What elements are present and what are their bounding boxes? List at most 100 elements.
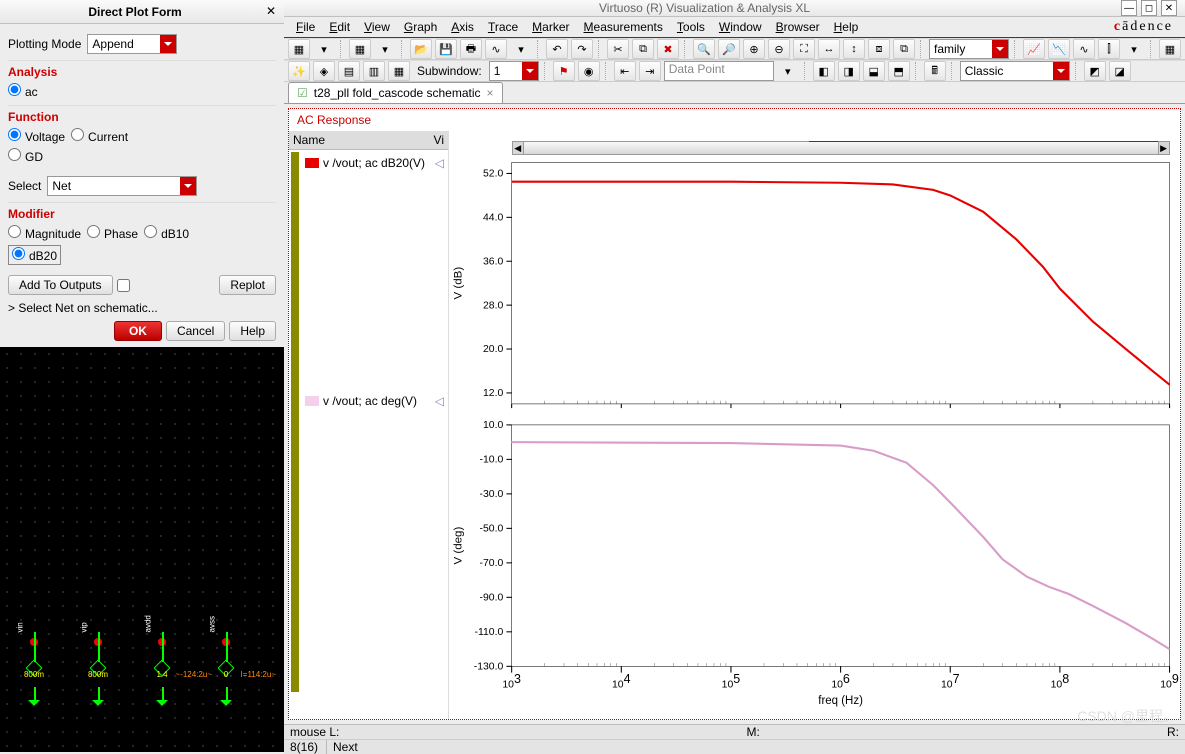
dropdown-icon[interactable]: ▾ [374,39,396,59]
close-icon[interactable]: ✕ [1161,0,1177,16]
tool-icon[interactable]: ⧈ [868,39,890,59]
tool-icon[interactable]: ◉ [578,61,600,81]
add-to-outputs-button[interactable]: Add To Outputs [8,275,113,295]
plotting-mode-select[interactable]: Append [87,34,177,54]
zoom-y-icon[interactable]: ↕ [843,39,865,59]
menu-measurements[interactable]: Measurements [578,18,669,36]
schematic-component[interactable]: avss0I=114:2u~ [206,632,246,712]
tab-close-icon[interactable]: × [487,86,494,100]
grid-icon[interactable]: ▦ [1159,39,1181,59]
select-net-select[interactable]: Net [47,176,197,196]
menu-graph[interactable]: Graph [398,18,443,36]
cancel-button[interactable]: Cancel [166,321,225,341]
fit-icon[interactable]: ⛶ [793,39,815,59]
legend-col-vi: Vi [434,133,444,147]
tool-icon[interactable]: ◩ [1084,61,1106,81]
tool-icon[interactable]: ▦ [349,39,371,59]
menu-help[interactable]: Help [828,18,865,36]
tool-icon[interactable]: ▦ [288,39,310,59]
legend-item[interactable]: v /vout; ac dB20(V)◁ [301,154,448,172]
tool-icon[interactable]: ⬓ [863,61,885,81]
menu-tools[interactable]: Tools [671,18,711,36]
select-label: Select [8,179,41,193]
subwindow-select[interactable]: 1 [489,61,539,81]
family-select[interactable]: family [929,39,1009,59]
schematic-component[interactable]: vip800m [78,632,118,712]
minimize-icon[interactable]: — [1121,0,1137,16]
tool-icon[interactable]: ⬒ [888,61,910,81]
print-icon[interactable]: 🖶 [460,39,482,59]
dropdown-icon[interactable]: ▾ [777,61,799,81]
ac-radio[interactable]: ac [8,83,38,99]
open-icon[interactable]: 📂 [410,39,432,59]
schematic-component[interactable]: vin800m [14,632,54,712]
schematic-component[interactable]: avdd1.4~-124:2u~ [142,632,182,712]
reload-icon[interactable]: ∿ [485,39,507,59]
legend-item[interactable]: v /vout; ac deg(V)◁ [301,392,448,410]
tool-icon[interactable]: ◪ [1109,61,1131,81]
current-radio[interactable]: Current [71,128,128,144]
magnitude-radio[interactable]: Magnitude [8,225,81,241]
tool-icon[interactable]: ◨ [838,61,860,81]
classic-select[interactable]: Classic [960,61,1070,81]
redo-icon[interactable]: ↷ [571,39,593,59]
maximize-icon[interactable]: ◻ [1141,0,1157,16]
calc-icon[interactable]: 🖩 [924,61,946,81]
help-button[interactable]: Help [229,321,276,341]
tool-icon[interactable]: ◧ [813,61,835,81]
cut-icon[interactable]: ✂ [607,39,629,59]
menu-browser[interactable]: Browser [770,18,826,36]
tool-icon[interactable]: ▤ [338,61,360,81]
x-range-slider[interactable]: ◀▶ [512,141,1170,155]
schematic-canvas[interactable]: vin800m vip800m avdd1.4~-124:2u~ avss0I=114… [0,347,284,752]
next-icon[interactable]: ⇥ [639,61,661,81]
copy-icon[interactable]: ⧉ [632,39,654,59]
menu-axis[interactable]: Axis [445,18,480,36]
close-icon[interactable]: ✕ [264,5,278,19]
tool-icon[interactable]: ⫿ [1098,39,1120,59]
tool-icon[interactable]: ◈ [313,61,335,81]
svg-text:-90.0: -90.0 [480,592,504,603]
tab-schematic[interactable]: ☑ t28_pll fold_cascode schematic × [288,82,503,103]
tool-icon[interactable]: 📉 [1048,39,1070,59]
svg-text:-130.0: -130.0 [474,661,504,672]
zoom-in-icon[interactable]: 🔍 [693,39,715,59]
add-to-outputs-checkbox[interactable] [117,279,130,292]
dropdown-icon[interactable]: ▾ [1123,39,1145,59]
slider-left-icon[interactable]: ◀ [512,141,524,155]
ok-button[interactable]: OK [114,321,162,341]
flag-icon[interactable]: ⚑ [553,61,575,81]
wand-icon[interactable]: ✨ [288,61,310,81]
zoom-out-icon[interactable]: 🔎 [718,39,740,59]
replot-button[interactable]: Replot [219,275,276,295]
tool-icon[interactable]: ▥ [363,61,385,81]
tool-icon[interactable]: 📈 [1023,39,1045,59]
slider-right-icon[interactable]: ▶ [1158,141,1170,155]
menu-edit[interactable]: Edit [323,18,356,36]
voltage-radio[interactable]: Voltage [8,128,65,144]
tool-icon[interactable]: ⧉ [893,39,915,59]
save-icon[interactable]: 💾 [435,39,457,59]
tool-icon[interactable]: ▦ [388,61,410,81]
menu-marker[interactable]: Marker [526,18,575,36]
gd-radio[interactable]: GD [8,148,43,164]
db20-radio[interactable]: dB20 [8,245,61,265]
delete-icon[interactable]: ✖ [657,39,679,59]
menu-view[interactable]: View [358,18,396,36]
menu-trace[interactable]: Trace [482,18,524,36]
dropdown-icon[interactable]: ▾ [313,39,335,59]
zoom-icon[interactable]: ⊖ [768,39,790,59]
menu-window[interactable]: Window [713,18,768,36]
undo-icon[interactable]: ↶ [546,39,568,59]
chart-area[interactable]: 10310410510610710810912.020.028.036.044.… [449,131,1180,719]
prev-icon[interactable]: ⇤ [614,61,636,81]
db10-radio[interactable]: dB10 [144,225,189,241]
zoom-icon[interactable]: ⊕ [743,39,765,59]
tool-icon[interactable]: ∿ [1073,39,1095,59]
phase-radio[interactable]: Phase [87,225,138,241]
menu-file[interactable]: File [290,18,321,36]
zoom-x-icon[interactable]: ↔ [818,39,840,59]
dropdown-icon[interactable]: ▾ [510,39,532,59]
svg-text:28.0: 28.0 [483,300,503,311]
datapoint-input[interactable]: Data Point [664,61,774,81]
